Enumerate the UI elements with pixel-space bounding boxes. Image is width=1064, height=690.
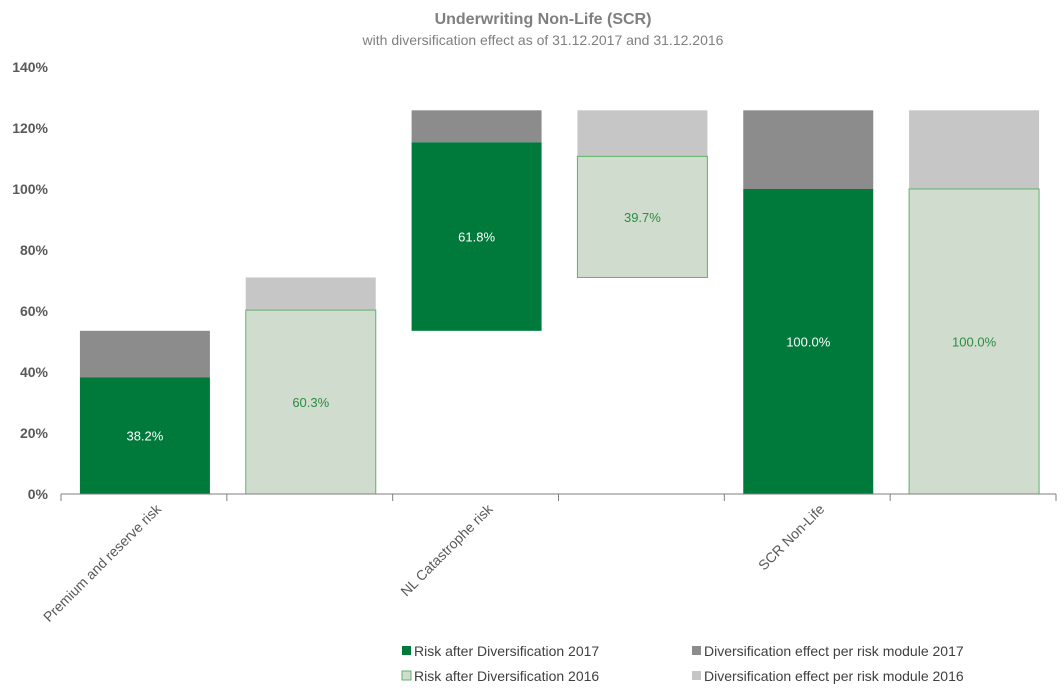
y-tick-label: 0% <box>28 486 49 502</box>
y-tick-label: 40% <box>20 364 49 380</box>
y-tick-label: 140% <box>12 59 48 75</box>
bar-diversification-effect-2016 <box>245 277 376 311</box>
x-category-label: SCR Non-Life <box>755 501 828 574</box>
bar-risk-after-diversification-2017 <box>743 189 874 494</box>
bars: 38.2% 60.3% 61.8% 39.7% 100.0% 100.0% <box>79 110 1040 495</box>
legend-swatch <box>692 646 701 655</box>
bar-value-label: 61.8% <box>458 230 495 245</box>
y-tick-label: 100% <box>12 181 48 197</box>
x-category-label: Premium and reserve risk <box>40 500 165 625</box>
y-tick-label: 80% <box>20 242 49 258</box>
y-tick-label: 20% <box>20 425 49 441</box>
bar-risk-after-diversification-2016 <box>245 309 377 495</box>
legend-label: Diversification effect per risk module 2… <box>704 668 964 684</box>
x-category-label: NL Catastrophe risk <box>397 500 496 599</box>
legend-swatch <box>692 671 701 680</box>
legend-label: Risk after Diversification 2017 <box>414 643 599 659</box>
bar-risk-after-diversification-2017 <box>79 377 210 494</box>
bar-diversification-effect-2016 <box>909 110 1040 189</box>
legend-swatch <box>402 646 411 655</box>
legend-swatch <box>401 670 412 681</box>
chart-subtitle: with diversification effect as of 31.12.… <box>362 32 724 48</box>
bar-value-label: 100.0% <box>786 335 831 350</box>
legend-label: Diversification effect per risk module 2… <box>704 643 964 659</box>
bar-diversification-effect-2017 <box>411 110 542 143</box>
bar-value-label: 39.7% <box>624 210 661 225</box>
bar-risk-after-diversification-2016 <box>576 155 708 278</box>
bar-value-label: 100.0% <box>952 335 997 350</box>
legend-label: Risk after Diversification 2016 <box>414 668 599 684</box>
y-tick-label: 120% <box>12 120 48 136</box>
bar-diversification-effect-2017 <box>79 330 210 378</box>
y-axis: 0% 20% 40% 60% 80% 100% 120% 140% <box>12 59 48 502</box>
x-axis: Premium and reserve risk NL Catastrophe r… <box>40 493 1057 625</box>
bar-diversification-effect-2016 <box>577 110 708 157</box>
bar-diversification-effect-2017 <box>743 110 874 189</box>
legend: Risk after Diversification 2017 Diversifi… <box>401 643 964 684</box>
bar-value-label: 38.2% <box>126 429 163 444</box>
chart-title: Underwriting Non-Life (SCR) <box>435 11 652 28</box>
bar-value-label: 60.3% <box>292 395 329 410</box>
y-tick-label: 60% <box>20 303 49 319</box>
bar-risk-after-diversification-2017 <box>411 142 542 331</box>
